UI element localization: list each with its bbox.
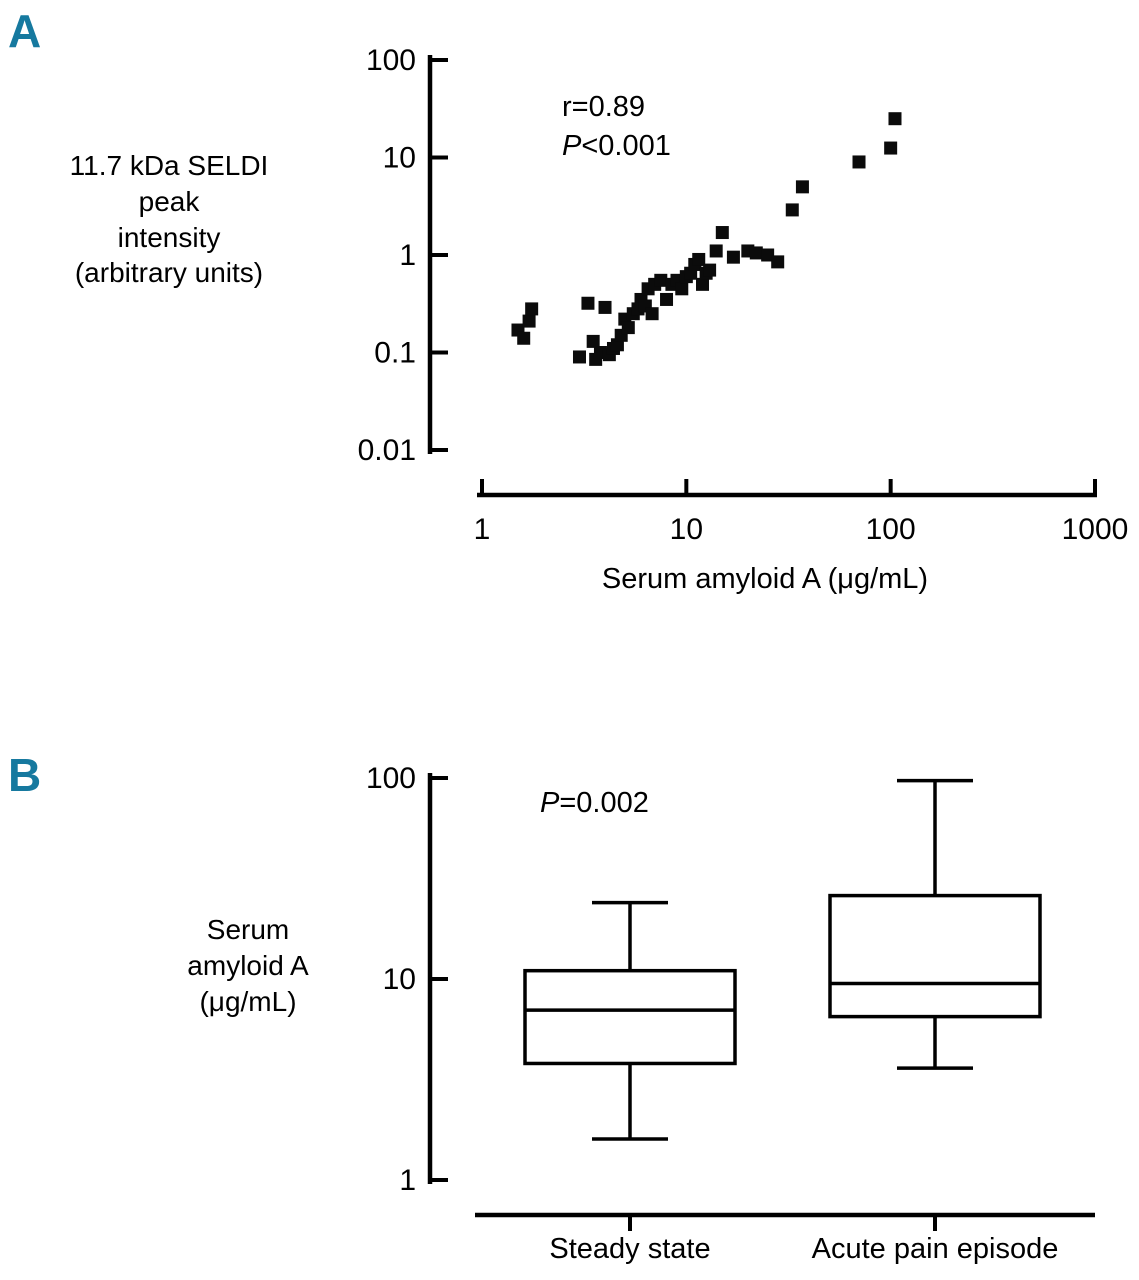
scatter-point [675,282,689,296]
scatter-point [888,112,902,126]
scatter-point [581,296,595,310]
scatter-point [761,248,775,262]
scatter-point [771,255,785,269]
scatter-point [696,277,710,291]
scatter-point [517,331,531,345]
scatter-point [884,141,898,155]
panel-b-y-tick-label: 1 [399,1164,416,1197]
panel-a-y-tick-label: 0.01 [358,434,416,467]
scatter-point [715,226,729,240]
scatter-point [703,263,717,277]
scatter-point [852,155,866,169]
scatter-point [525,302,539,316]
panel-b-stats-annotation: P=0.002 [540,784,649,823]
scatter-point [645,307,659,321]
panel-b-y-tick-label: 100 [366,762,416,795]
panel-a-y-axis-title-line-3: intensity [117,221,221,253]
panel-a-letter: A [8,5,42,57]
scatter-point [785,203,799,217]
p-symbol: P [562,130,582,163]
panel-a-x-tick-label: 1 [474,513,491,546]
category-label-acute-pain-episode: Acute pain episode [811,1233,1059,1265]
scatter-point [795,180,809,194]
scatter-point [749,246,763,260]
panel-a-y-axis-title-line-4: (arbitrary units) [74,257,264,289]
scatter-point [726,250,740,264]
panel-b-y-axis-title-line-2: amyloid A [187,949,309,981]
panel-a-y-tick-label: 100 [366,44,416,77]
panel-a-y-tick-label: 10 [383,142,416,175]
panel-a-stats-annotation: r=0.89 P<0.001 [562,88,671,166]
panel-b-y-axis-title: Serum amyloid A (μg/mL) [136,912,360,1019]
p-value-rest: <0.001 [581,130,671,163]
panel-a-x-axis-title: Serum amyloid A (μg/mL) [601,563,929,595]
panel-b-y-axis-title-line-3: (μg/mL) [199,985,297,1017]
panel-a-y-axis-title-line-1: 11.7 kDa SELDI [69,150,269,181]
panel-a-x-tick-label: 100 [866,513,916,546]
correlation-coefficient-text: r=0.89 [562,91,646,123]
scatter-point [692,252,706,266]
scatter-point [621,321,635,335]
panel-b-y-tick-label: 10 [383,963,416,996]
panel-a-y-axis-title: 11.7 kDa SELDI peak intensity (arbitrary… [26,148,312,291]
panel-a-x-tick-label: 10 [670,513,703,546]
p-symbol: P [540,787,560,819]
scatter-point [709,244,723,258]
panel-a-x-tick-label: 1000 [1062,513,1129,546]
scatter-point [522,314,536,328]
box-steady-state-iqr-box [523,968,737,1066]
category-label-steady-state: Steady state [549,1233,711,1265]
panel-b-letter: B [8,749,42,801]
scatter-point [598,300,612,314]
scatter-point [572,350,586,364]
panel-a-y-tick-label: 0.1 [374,337,416,370]
scatter-point [586,334,600,348]
p-value-rest: =0.002 [559,787,649,819]
p-value-text: P<0.001 [562,127,671,166]
scatter-point [660,292,674,306]
scatter-point [654,273,668,287]
panel-a-y-tick-label: 1 [399,239,416,272]
box-acute-pain-episode-iqr-box [828,893,1042,1019]
panel-b-y-axis-title-line-1: Serum [206,914,290,945]
panel-a-y-axis-title-line-2: peak [138,185,200,217]
